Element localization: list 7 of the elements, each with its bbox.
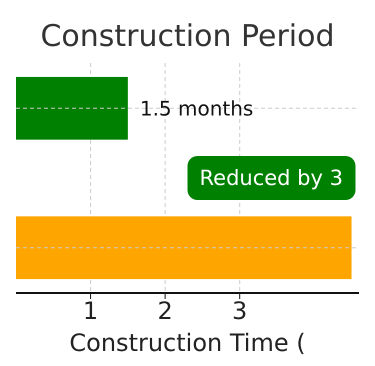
x-tick-label: 1 bbox=[82, 297, 98, 325]
annotation: Reduced by 3 bbox=[200, 166, 343, 190]
chart-title: Construction Period bbox=[40, 19, 335, 54]
x-tick-label: 3 bbox=[232, 297, 248, 325]
data-label: 1.5 months bbox=[140, 96, 254, 120]
x-tick-label: 2 bbox=[157, 297, 173, 325]
x-axis-title: Construction Time ( bbox=[69, 329, 306, 357]
